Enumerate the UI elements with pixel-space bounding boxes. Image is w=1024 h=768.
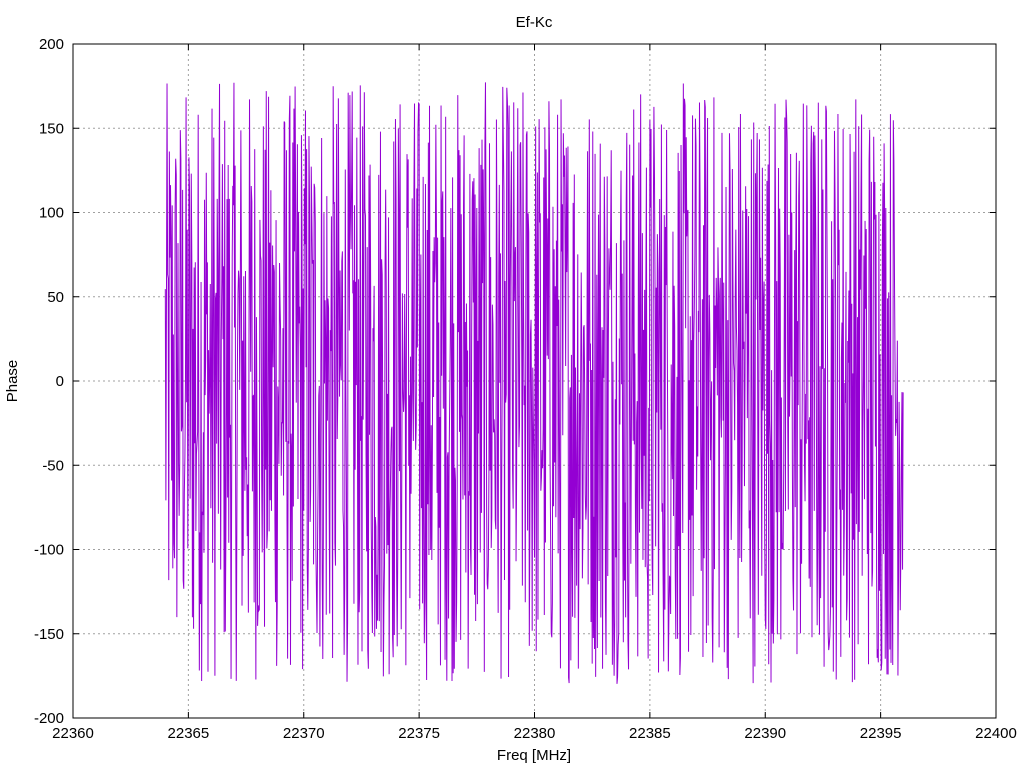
- y-tick-label: -200: [34, 710, 64, 727]
- ticks: 22360 22365 22370 22375 22380 22385 22390 22395…: [34, 36, 1017, 742]
- chart-title: Ef-Kc: [516, 14, 553, 31]
- x-tick-label: 22385: [629, 725, 671, 742]
- phase-series-line: [164, 82, 904, 684]
- y-axis-label: Phase: [4, 360, 21, 403]
- x-axis-label: Freq [MHz]: [497, 747, 571, 764]
- x-tick-label: 22370: [283, 725, 325, 742]
- y-tick-label: 0: [56, 373, 64, 390]
- y-tick-label: -100: [34, 542, 64, 559]
- x-tick-label: 22380: [514, 725, 556, 742]
- x-tick-label: 22375: [398, 725, 440, 742]
- y-tick-label: -150: [34, 626, 64, 643]
- series-layer: [164, 82, 904, 684]
- y-tick-label: -50: [42, 457, 64, 474]
- x-tick-label: 22390: [744, 725, 786, 742]
- x-tick-label: 22365: [168, 725, 210, 742]
- y-tick-label: 50: [47, 289, 64, 306]
- x-tick-label: 22360: [52, 725, 94, 742]
- y-tick-label: 200: [39, 36, 64, 53]
- x-tick-label: 22400: [975, 725, 1017, 742]
- y-tick-label: 150: [39, 120, 64, 137]
- x-tick-label: 22395: [860, 725, 902, 742]
- y-tick-label: 100: [39, 205, 64, 222]
